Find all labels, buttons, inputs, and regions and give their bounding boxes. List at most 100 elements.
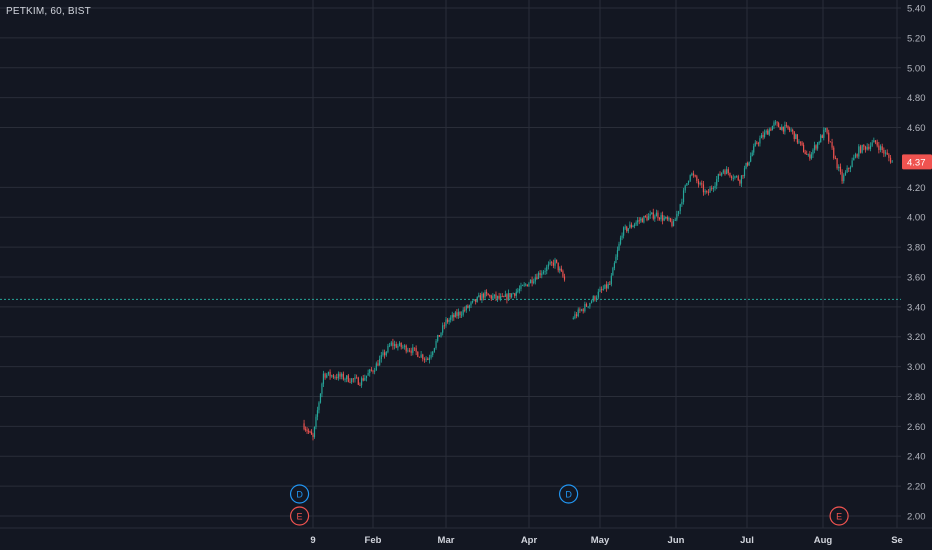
candle-body bbox=[721, 172, 723, 176]
candle-body bbox=[464, 309, 466, 311]
event-marker-circle bbox=[829, 506, 849, 526]
y-tick-label: 4.80 bbox=[907, 93, 926, 104]
candle-body bbox=[585, 304, 588, 307]
candle-body bbox=[726, 169, 728, 175]
candle-body bbox=[580, 309, 583, 311]
event-marker-circle bbox=[289, 506, 310, 526]
candle-body bbox=[849, 167, 852, 169]
candle-body bbox=[492, 296, 494, 299]
candle-body bbox=[760, 134, 763, 139]
candle-body bbox=[451, 314, 453, 318]
last-price-badge bbox=[902, 154, 932, 170]
candle-body bbox=[668, 218, 670, 220]
dividend-marker[interactable]: D bbox=[289, 484, 310, 504]
candle-body bbox=[750, 156, 752, 162]
candle-body bbox=[644, 216, 647, 217]
last-price-label: 4.37 bbox=[902, 154, 932, 170]
candle-body bbox=[732, 178, 734, 179]
candle-body bbox=[687, 180, 690, 184]
candle-body bbox=[313, 426, 316, 437]
dividend-marker[interactable]: D bbox=[558, 484, 579, 504]
candle-body bbox=[309, 431, 311, 433]
candle-body bbox=[669, 218, 672, 222]
candle-body bbox=[607, 284, 609, 289]
price-axis[interactable] bbox=[901, 0, 932, 528]
candle-body bbox=[546, 266, 548, 272]
candle-body bbox=[575, 314, 578, 317]
candle-body bbox=[753, 146, 755, 153]
candle-body bbox=[770, 129, 772, 131]
candle-body bbox=[889, 157, 892, 163]
candle-body bbox=[448, 319, 450, 322]
candle-body bbox=[507, 293, 510, 300]
candle-body bbox=[481, 293, 483, 301]
candle-body bbox=[375, 363, 377, 371]
candle-body bbox=[551, 262, 553, 263]
candle-body bbox=[592, 296, 594, 302]
candle-body bbox=[739, 180, 741, 184]
candle-body bbox=[891, 161, 893, 163]
x-tick-label: Feb bbox=[365, 535, 382, 546]
candle-body bbox=[418, 356, 421, 358]
candle-body bbox=[798, 141, 800, 143]
candle-body bbox=[352, 378, 354, 380]
candle-body bbox=[440, 332, 442, 337]
candle-body bbox=[443, 325, 445, 327]
candle-body bbox=[326, 374, 328, 378]
candle-body bbox=[369, 369, 371, 374]
candle-body bbox=[468, 305, 471, 308]
candle-body bbox=[594, 296, 596, 300]
candle-body bbox=[671, 221, 673, 227]
price-axis-ticks: 5.40 5.20 5.00 4.80 4.60 4.20 4.00 3.80 3.60 3.40… bbox=[907, 4, 926, 523]
candle-body bbox=[679, 204, 681, 212]
y-tick-label: 4.00 bbox=[907, 213, 926, 224]
candle-body bbox=[776, 122, 778, 124]
candle-body bbox=[462, 309, 464, 315]
candle-body bbox=[560, 268, 562, 272]
candle-body bbox=[334, 377, 336, 379]
candle-body bbox=[556, 259, 558, 263]
y-tick-label: 3.80 bbox=[907, 243, 926, 254]
y-tick-label: 2.40 bbox=[907, 452, 926, 463]
candle-body bbox=[640, 218, 642, 221]
candle-body bbox=[651, 212, 653, 214]
candle-body bbox=[525, 284, 527, 286]
candle-body bbox=[590, 301, 593, 304]
candle-body bbox=[618, 243, 620, 251]
candle-body bbox=[510, 293, 513, 298]
earnings-marker[interactable]: E bbox=[289, 506, 310, 526]
candle-body bbox=[490, 295, 492, 299]
event-marker-label: E bbox=[836, 512, 842, 522]
candle-body bbox=[408, 350, 411, 352]
candle-body bbox=[709, 188, 711, 193]
candle-body bbox=[542, 271, 545, 274]
event-marker-label: D bbox=[565, 490, 572, 500]
candle-body bbox=[342, 373, 344, 380]
candle-body bbox=[341, 373, 343, 377]
candle-body bbox=[778, 123, 780, 128]
candle-body bbox=[795, 134, 797, 140]
candle-body bbox=[423, 359, 426, 360]
candle-body bbox=[531, 279, 533, 284]
candle-body bbox=[515, 291, 517, 296]
candle-body bbox=[757, 143, 759, 145]
candle-body bbox=[422, 354, 424, 360]
candle-body bbox=[641, 218, 643, 223]
candle-body bbox=[397, 345, 399, 348]
earnings-marker[interactable]: E bbox=[829, 506, 849, 526]
candle-body bbox=[473, 299, 475, 301]
candle-body bbox=[746, 162, 749, 166]
candle-body bbox=[482, 293, 485, 298]
candle-body bbox=[647, 215, 650, 221]
candle-body bbox=[665, 217, 667, 219]
candle-body bbox=[362, 378, 364, 381]
time-axis[interactable] bbox=[0, 528, 932, 550]
candle-body bbox=[881, 146, 883, 151]
candle-body bbox=[886, 152, 888, 155]
candle-body bbox=[312, 434, 314, 437]
x-tick-label: Apr bbox=[521, 535, 538, 546]
candle-body bbox=[552, 262, 554, 266]
candle-body bbox=[879, 146, 882, 151]
y-tick-label: 4.60 bbox=[907, 123, 926, 134]
